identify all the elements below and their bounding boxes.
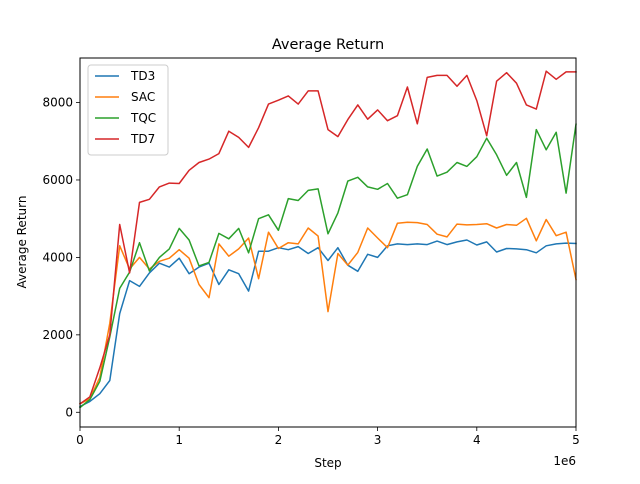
x-axis-ticks: 0 1 2 3 4 5 bbox=[76, 427, 580, 447]
series-layer bbox=[78, 70, 577, 409]
y-tick-label: 4000 bbox=[42, 250, 73, 264]
y-tick-label: 8000 bbox=[42, 96, 73, 110]
legend-box bbox=[87, 64, 169, 156]
x-tick-label: 0 bbox=[76, 433, 84, 447]
legend-label-sac: SAC bbox=[131, 90, 155, 104]
series-line-td3 bbox=[78, 239, 577, 408]
legend-label-td7: TD7 bbox=[130, 132, 155, 146]
x-tick-label: 4 bbox=[473, 433, 481, 447]
y-axis-label: Average Return bbox=[15, 196, 29, 289]
series-line-sac bbox=[78, 217, 577, 405]
x-axis-scale-label: 1e6 bbox=[553, 454, 576, 468]
x-tick-label: 1 bbox=[175, 433, 183, 447]
legend: TD3 SAC TQC TD7 bbox=[87, 64, 169, 156]
y-tick-label: 6000 bbox=[42, 173, 73, 187]
y-axis-ticks: 0 2000 4000 6000 8000 bbox=[42, 96, 80, 419]
x-tick-label: 2 bbox=[275, 433, 283, 447]
y-tick-label: 2000 bbox=[42, 328, 73, 342]
legend-label-td3: TD3 bbox=[130, 69, 155, 83]
x-tick-label: 5 bbox=[572, 433, 580, 447]
x-tick-label: 3 bbox=[374, 433, 382, 447]
plot-frame bbox=[79, 57, 577, 428]
chart-title: Average Return bbox=[272, 37, 384, 53]
y-tick-label: 0 bbox=[65, 405, 73, 419]
series-line-td7 bbox=[78, 70, 577, 405]
series-line-tqc bbox=[78, 123, 577, 409]
legend-label-tqc: TQC bbox=[130, 111, 156, 125]
x-axis-label: Step bbox=[314, 456, 341, 470]
